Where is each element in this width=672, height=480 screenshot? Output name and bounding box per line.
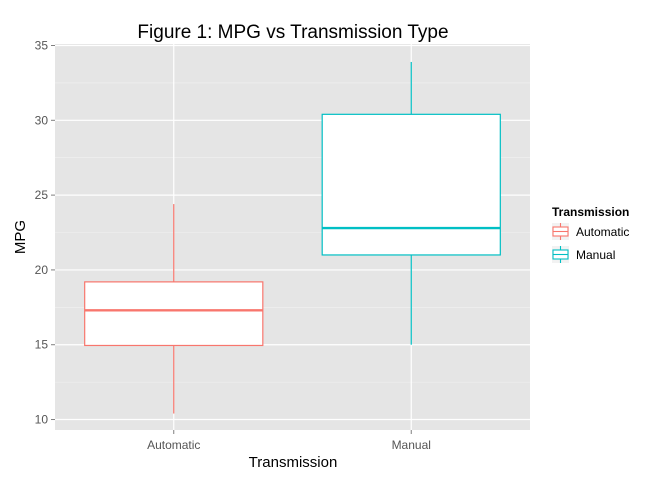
legend-title: Transmission bbox=[552, 205, 629, 219]
x-tick-label: Manual bbox=[392, 438, 431, 452]
axes: 10 15 20 25 30 35 Automatic Manual bbox=[35, 38, 431, 452]
y-tick-label: 10 bbox=[35, 413, 49, 427]
box-iqr bbox=[321, 113, 501, 256]
legend-label: Manual bbox=[576, 248, 615, 262]
chart-title: Figure 1: MPG vs Transmission Type bbox=[137, 22, 448, 43]
legend-key-automatic bbox=[552, 223, 569, 240]
y-tick-label: 35 bbox=[35, 38, 49, 52]
boxplot-automatic bbox=[84, 204, 264, 414]
legend-label: Automatic bbox=[576, 225, 629, 239]
legend-key-manual bbox=[552, 246, 569, 263]
legend: Transmission Automatic Manual bbox=[552, 205, 629, 263]
boxplot-manual bbox=[321, 61, 501, 345]
x-tick-label: Automatic bbox=[147, 438, 200, 452]
y-tick-label: 20 bbox=[35, 263, 49, 277]
box-iqr bbox=[84, 281, 264, 347]
x-axis-title: Transmission bbox=[249, 454, 338, 471]
y-axis-title: MPG bbox=[12, 220, 29, 254]
boxes bbox=[84, 61, 501, 414]
y-tick-label: 25 bbox=[35, 188, 49, 202]
y-tick-label: 15 bbox=[35, 338, 49, 352]
y-tick-label: 30 bbox=[35, 113, 49, 127]
